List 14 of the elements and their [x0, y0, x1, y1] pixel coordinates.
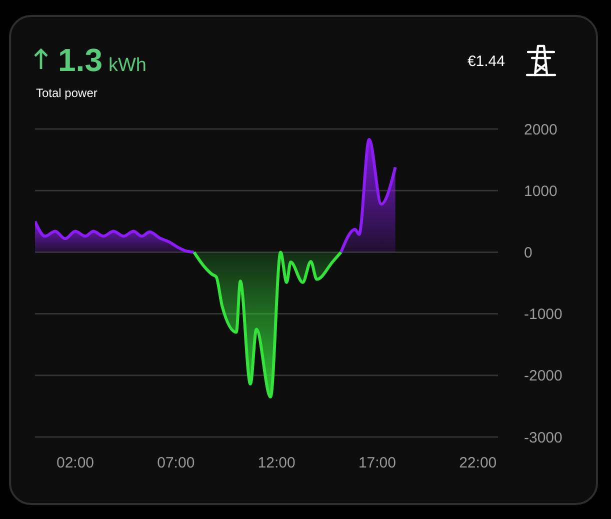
y-tick-label: 2000	[524, 121, 558, 138]
x-tick-label: 07:00	[157, 454, 195, 472]
y-tick-label: 0	[524, 244, 532, 262]
chart-title: 1.3 kWh	[58, 42, 146, 78]
y-tick-label: 1000	[524, 182, 558, 200]
x-tick-label: 02:00	[56, 454, 94, 472]
y-tick-label: -2000	[524, 368, 562, 385]
chart-subtitle: Total power	[36, 86, 98, 100]
y-tick-label: -3000	[524, 429, 562, 446]
x-tick-label: 17:00	[358, 454, 396, 472]
y-tick-label: -1000	[524, 306, 562, 324]
x-tick-label: 12:00	[258, 454, 296, 472]
x-tick-label: 22:00	[459, 454, 497, 472]
text: €1.44	[467, 53, 505, 70]
